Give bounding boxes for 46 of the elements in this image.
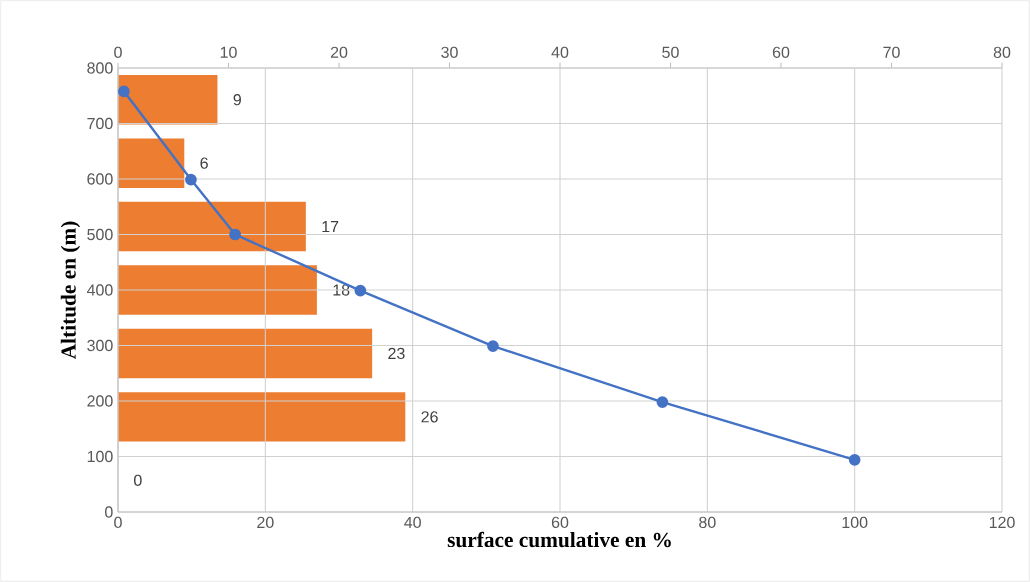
- point: [118, 85, 130, 98]
- y-tick-label: 0: [105, 506, 113, 518]
- bar: [118, 74, 218, 125]
- point: [354, 284, 367, 297]
- x-tick-label: 80: [993, 46, 1011, 58]
- x-tick-label: 0: [114, 46, 122, 58]
- x-tick-label: 10: [220, 46, 237, 58]
- x-tick-label: 50: [662, 46, 679, 58]
- data-label: 26: [421, 411, 438, 423]
- data-label: 9: [233, 94, 241, 106]
- data-label: 6: [200, 157, 208, 169]
- point: [848, 453, 861, 466]
- point: [656, 396, 669, 408]
- bar: [118, 328, 373, 379]
- x-tick-label: 20: [330, 46, 348, 58]
- y-tick-label: 400: [86, 284, 113, 296]
- bar: [118, 265, 317, 315]
- bar: [118, 201, 306, 252]
- y-axis-title: Altitude en (m): [60, 221, 81, 360]
- x-tick-label: 70: [883, 46, 900, 58]
- y-tick-label: 300: [87, 339, 113, 352]
- x-axis-title: surface cumulative en %: [447, 531, 671, 548]
- point: [229, 228, 241, 241]
- x-tick-label: 60: [551, 516, 569, 529]
- point: [185, 173, 197, 186]
- x-tick-label: 30: [441, 46, 458, 58]
- y-tick-label: 700: [87, 117, 113, 130]
- x-tick-label: 60: [772, 46, 790, 58]
- bar: [118, 392, 406, 442]
- x-tick-label: 80: [699, 516, 716, 529]
- y-tick-label: 500: [87, 228, 113, 241]
- data-label: 23: [388, 347, 405, 360]
- x-tick-label: 100: [842, 516, 868, 529]
- data-label: 17: [322, 221, 339, 233]
- y-tick-label: 100: [87, 450, 113, 463]
- y-tick-label: 600: [87, 173, 113, 185]
- bar: [118, 138, 185, 188]
- annotation: 0: [134, 474, 142, 486]
- y-tick-label: 200: [87, 395, 113, 407]
- x-tick-label: 120: [989, 516, 1015, 529]
- x-tick-label: 40: [551, 46, 569, 58]
- y-tick-label: 800: [87, 62, 113, 74]
- x-tick-label: 40: [404, 516, 421, 529]
- x-tick-label: 20: [257, 516, 274, 529]
- point: [487, 340, 499, 352]
- x-tick-label: 0: [114, 516, 122, 529]
